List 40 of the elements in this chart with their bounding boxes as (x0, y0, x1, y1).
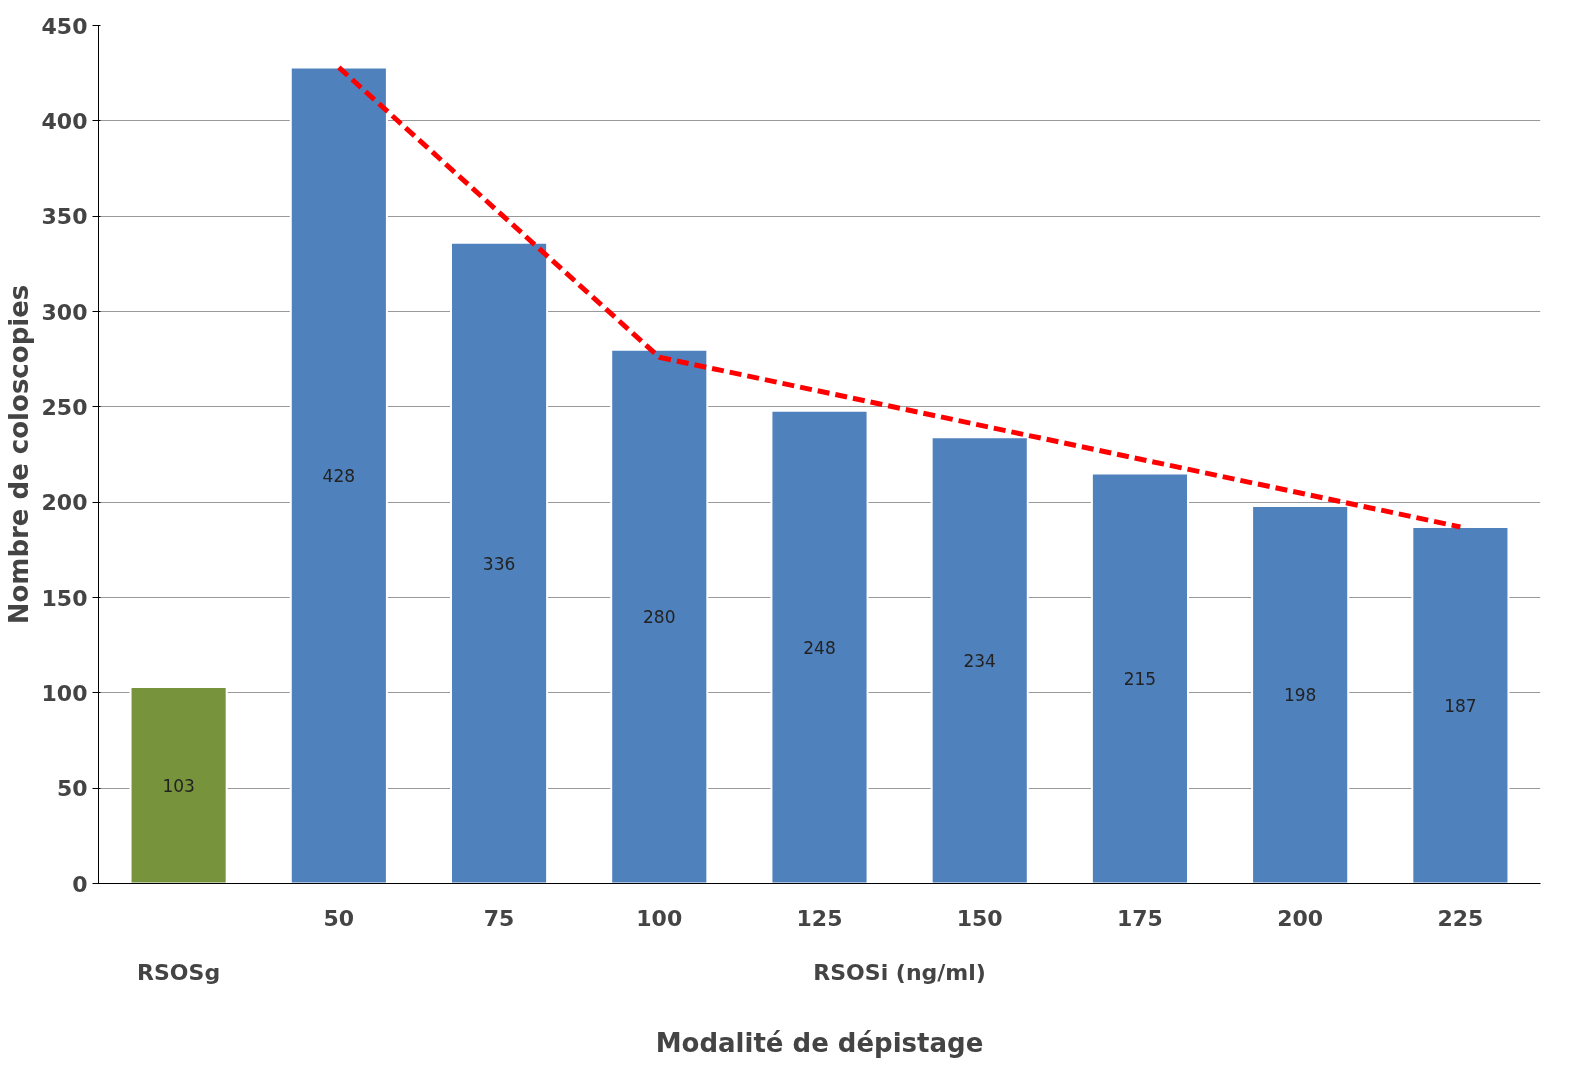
data-label: 428 (322, 465, 356, 486)
data-label: 336 (482, 553, 516, 574)
y-tick-label: 400 (41, 108, 88, 134)
bar (1251, 504, 1350, 884)
data-label: 187 (1444, 695, 1477, 716)
y-axis-title: Nombre de coloscopies (3, 284, 34, 625)
data-label: 198 (1283, 685, 1317, 706)
data-label: 234 (963, 650, 996, 671)
bar (930, 436, 1029, 884)
x-tick-label: 175 (1116, 905, 1163, 931)
x-axis-title: Modalité de dépistage (655, 1027, 984, 1058)
y-tick-label: 50 (56, 776, 88, 802)
x-tick-label: 100 (636, 905, 683, 931)
bar (610, 348, 709, 884)
data-label: 215 (1123, 669, 1157, 690)
x-tick-label: 50 (323, 905, 355, 931)
y-tick-label: 200 (41, 490, 88, 516)
y-tick-label: 350 (41, 204, 88, 230)
text: RSOSi (ng/ml) (813, 959, 986, 985)
y-tick-label: 100 (41, 680, 88, 706)
bar (1090, 472, 1190, 884)
y-tick-label: 300 (41, 299, 88, 325)
y-tick-label: 250 (41, 394, 88, 420)
bar (1411, 525, 1510, 884)
text: RSOSg (137, 959, 221, 985)
y-tick-label: 150 (41, 585, 88, 611)
x-tick-label: 75 (483, 905, 515, 931)
data-label: 280 (643, 607, 676, 628)
bar (289, 66, 388, 884)
data-label: 248 (803, 637, 836, 658)
x-tick-label: 200 (1277, 905, 1324, 931)
y-tick-label: 0 (72, 871, 88, 897)
data-label: 103 (162, 775, 195, 796)
bar (129, 686, 228, 884)
x-tick-label: 225 (1437, 905, 1484, 931)
x-tick-label: 150 (956, 905, 1003, 931)
bar (770, 409, 869, 884)
y-tick-label: 450 (41, 13, 88, 39)
bar (449, 241, 549, 884)
x-tick-label: 125 (796, 905, 843, 931)
